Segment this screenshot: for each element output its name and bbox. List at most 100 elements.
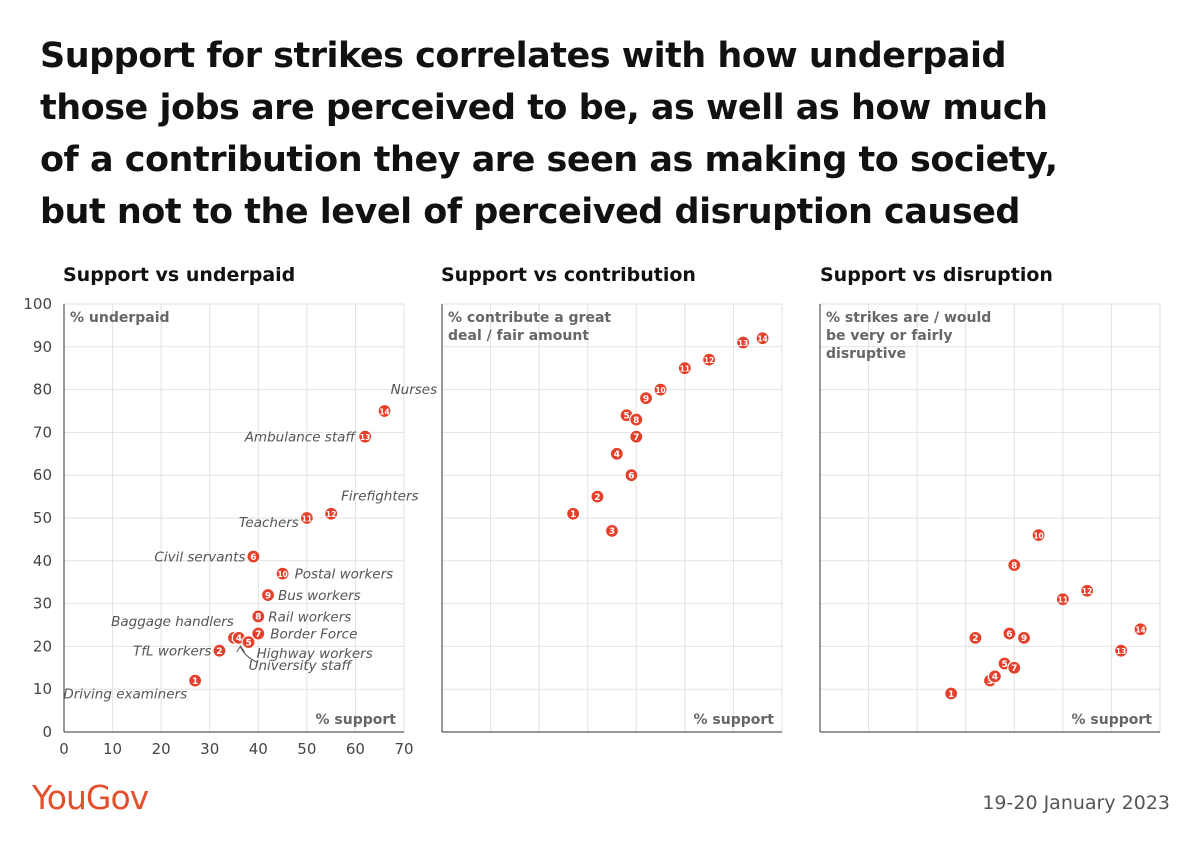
point-id-label: 2	[594, 493, 600, 503]
y-axis-label: disruptive	[826, 346, 906, 362]
point-marker	[653, 382, 668, 397]
point-id-label: 6	[628, 472, 634, 482]
point-id-label: 4	[614, 450, 620, 460]
point-marker	[188, 673, 203, 688]
point-marker	[1055, 592, 1070, 607]
point-marker	[377, 403, 392, 419]
point-id-label: 13	[1116, 647, 1126, 656]
point-name-label: Driving examiners	[63, 687, 187, 703]
point-marker	[1114, 643, 1129, 658]
y-tick-label: 20	[33, 637, 52, 655]
point-marker	[1007, 557, 1022, 573]
point-id-label: 10	[277, 570, 287, 579]
point-id-label: 9	[265, 591, 271, 601]
point-id-label: 14	[757, 335, 767, 344]
panel-title-underpaid: Support vs underpaid	[63, 264, 296, 286]
point-marker	[246, 549, 261, 564]
point-id-label: 12	[326, 510, 336, 519]
point-id-label: 5	[1001, 660, 1007, 670]
y-tick-label: 60	[33, 466, 52, 484]
point-marker	[260, 587, 276, 603]
y-tick-label: 0	[42, 723, 52, 741]
point-id-label: 6	[250, 553, 256, 563]
panel-title-disruption: Support vs disruption	[820, 264, 1053, 286]
point-marker	[1002, 626, 1017, 641]
point-marker	[1007, 660, 1022, 675]
point-id-label: 8	[1011, 561, 1017, 571]
point-name-label: Teachers	[239, 515, 299, 531]
y-tick-label: 50	[33, 509, 52, 527]
point-id-label: 14	[1135, 626, 1145, 635]
point-marker	[755, 331, 770, 346]
y-tick-label: 70	[33, 423, 52, 441]
point-id-label: 11	[1058, 596, 1068, 605]
point-id-label: 9	[643, 394, 649, 404]
point-id-label: 10	[655, 386, 665, 395]
y-tick-label: 100	[23, 295, 52, 313]
point-id-label: 10	[1033, 531, 1043, 540]
y-tick-label: 40	[33, 552, 52, 570]
x-axis-label: % support	[316, 712, 397, 728]
point-name-label: Rail workers	[268, 609, 351, 625]
point-marker	[212, 643, 227, 658]
headline: Support for strikes correlates with how …	[40, 30, 1170, 238]
x-tick-label: 30	[200, 740, 219, 758]
x-tick-label: 70	[394, 740, 413, 758]
highway-workers-label: Highway workers	[257, 646, 373, 662]
point-marker	[736, 335, 751, 350]
point-marker	[987, 669, 1002, 684]
point-marker	[944, 686, 959, 701]
headline-line-4: but not to the level of perceived disrup…	[40, 192, 1020, 232]
point-id-label: 1	[570, 510, 576, 520]
point-name-label: TfL workers	[133, 644, 211, 660]
y-tick-label: 80	[33, 381, 52, 399]
point-marker	[1016, 630, 1032, 645]
y-axis-label: be very or fairly	[826, 328, 952, 344]
point-id-label: 2	[216, 647, 222, 657]
x-tick-label: 40	[249, 740, 268, 758]
point-marker	[629, 429, 644, 444]
point-id-label: 3	[987, 677, 993, 687]
point-marker	[566, 506, 581, 521]
headline-line-1: Support for strikes correlates with how …	[40, 36, 1007, 76]
point-id-label: 9	[1021, 634, 1027, 644]
x-axis-label: % support	[694, 712, 775, 728]
point-marker	[968, 630, 983, 645]
point-name-label: Baggage handlers	[111, 614, 234, 630]
point-id-label: 12	[1082, 587, 1092, 596]
x-tick-label: 0	[59, 740, 69, 758]
point-id-label: 8	[633, 416, 639, 426]
point-name-label: Postal workers	[295, 567, 394, 583]
point-id-label: 3	[609, 527, 615, 537]
x-tick-label: 50	[297, 740, 316, 758]
x-tick-label: 10	[103, 740, 122, 758]
point-marker	[299, 510, 314, 526]
point-id-label: 4	[236, 634, 242, 644]
y-axis-label: deal / fair amount	[448, 328, 589, 344]
point-name-label: Border Force	[270, 627, 357, 643]
headline-line-2: those jobs are perceived to be, as well …	[40, 88, 1048, 128]
point-name-label: Firefighters	[341, 489, 418, 505]
point-id-label: 6	[1006, 630, 1012, 640]
y-tick-label: 90	[33, 338, 52, 356]
x-axis-label: % support	[1072, 712, 1153, 728]
point-id-label: 12	[704, 356, 714, 365]
point-marker	[1133, 622, 1148, 637]
y-axis-label: % strikes are / would	[826, 310, 991, 326]
point-marker	[358, 429, 373, 444]
y-axis-label: % underpaid	[70, 310, 170, 326]
point-marker	[275, 566, 290, 581]
point-id-label: 8	[255, 613, 261, 623]
x-tick-label: 60	[346, 740, 365, 758]
point-id-label: 14	[379, 407, 389, 416]
y-tick-label: 30	[33, 595, 52, 613]
point-name-label: Ambulance staff	[244, 430, 357, 446]
university-staff-pointer	[240, 646, 257, 663]
pointer-arrowhead	[236, 645, 245, 653]
panel-title-contribution: Support vs contribution	[441, 264, 696, 286]
x-tick-label: 20	[152, 740, 171, 758]
point-marker	[609, 446, 624, 461]
point-name-label: University staff	[249, 658, 353, 674]
point-id-label: 1	[192, 677, 198, 687]
point-marker	[241, 635, 256, 650]
